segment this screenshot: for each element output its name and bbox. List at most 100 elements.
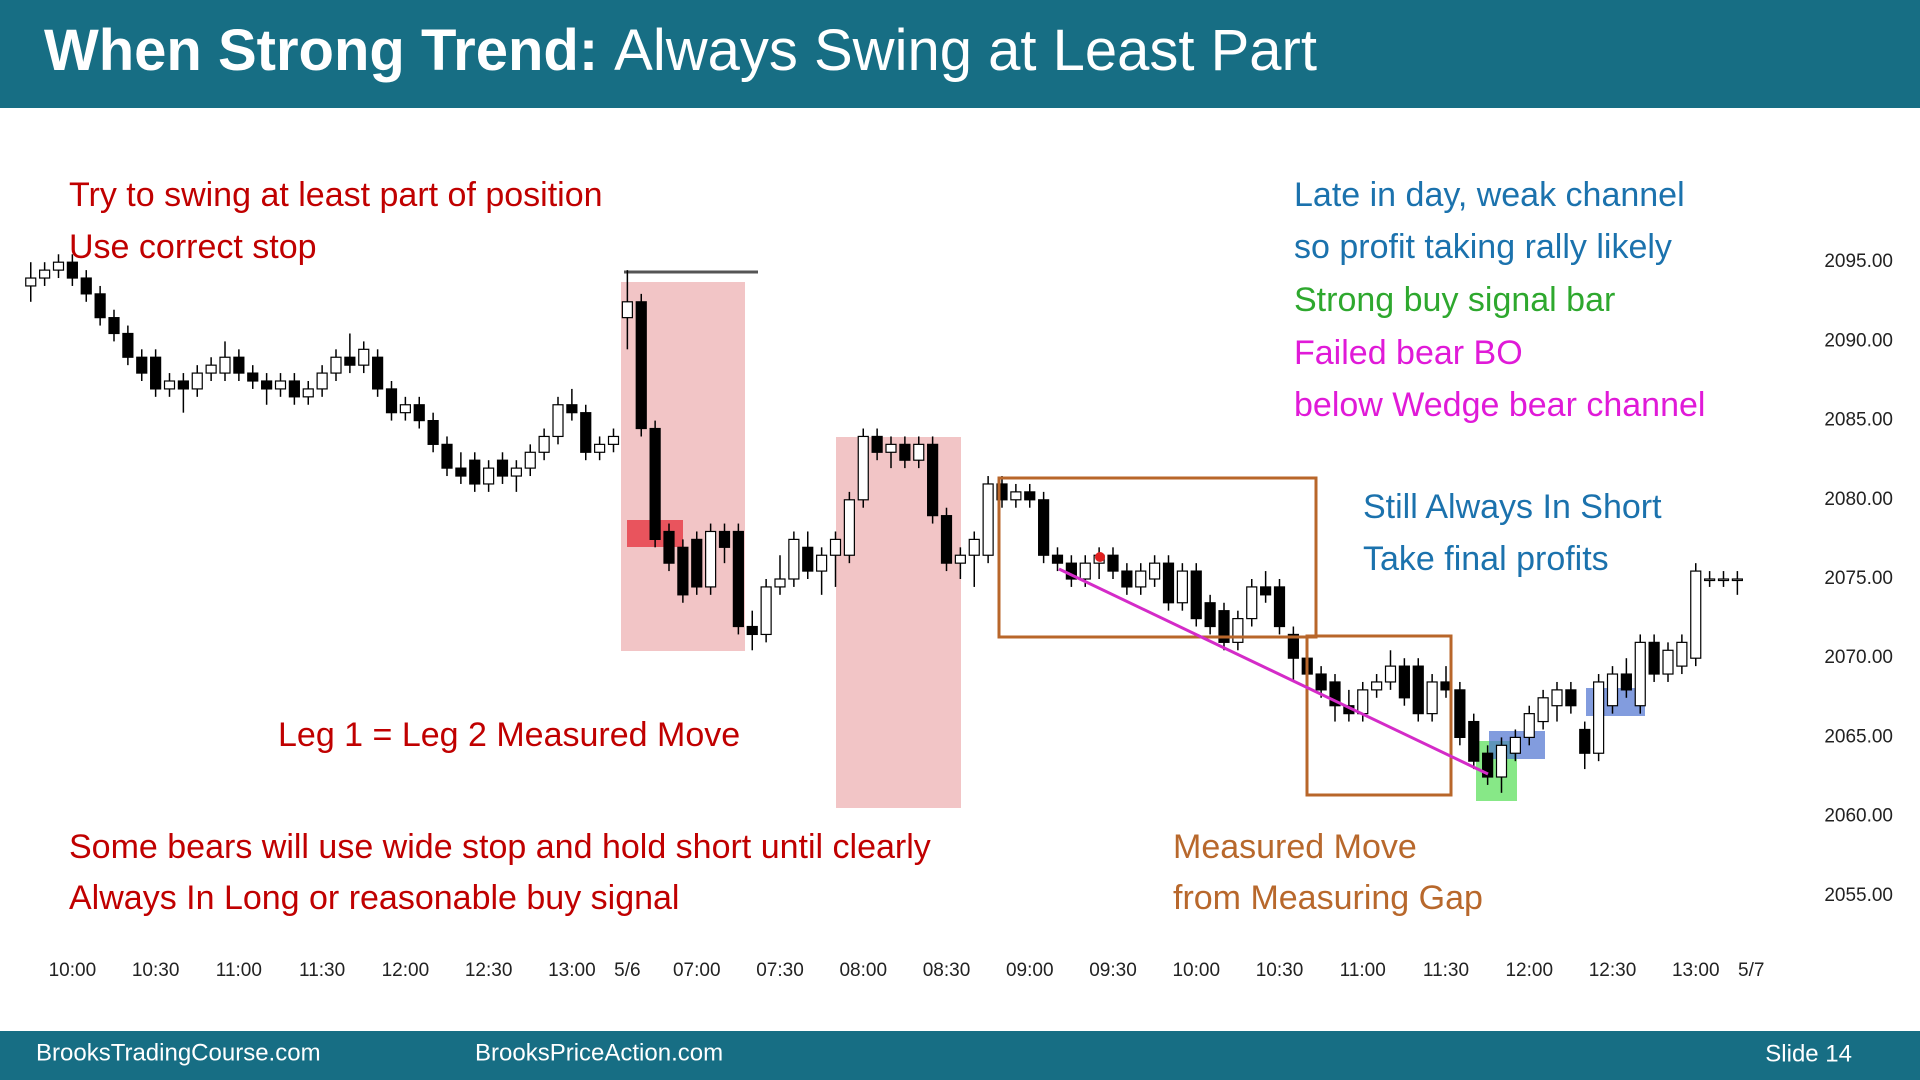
x-tick-label: 12:00 bbox=[382, 960, 430, 981]
candle-body bbox=[1620, 673, 1632, 691]
candle-body bbox=[663, 530, 675, 564]
candle-body bbox=[1246, 586, 1258, 620]
candle-body bbox=[219, 356, 231, 374]
y-tick-label: 2080.00 bbox=[1824, 489, 1893, 510]
candle-body bbox=[649, 427, 661, 540]
annotation: Late in day, weak channel bbox=[1294, 176, 1685, 214]
x-tick-label: 5/7 bbox=[1738, 960, 1764, 981]
candle-body bbox=[1606, 673, 1619, 707]
candle-body bbox=[1357, 689, 1369, 715]
candle-body bbox=[52, 261, 65, 271]
candle-body bbox=[358, 348, 370, 366]
y-tick-label: 2085.00 bbox=[1824, 410, 1893, 431]
candle-body bbox=[1287, 633, 1299, 659]
y-tick-label: 2095.00 bbox=[1824, 251, 1893, 272]
candle-body bbox=[1551, 689, 1563, 707]
candle-body bbox=[1190, 570, 1202, 620]
x-tick-label: 08:00 bbox=[839, 960, 887, 981]
candle-body bbox=[996, 483, 1008, 501]
candle-body bbox=[913, 443, 925, 461]
candle-body bbox=[1593, 681, 1605, 754]
x-tick-label: 07:00 bbox=[673, 960, 721, 981]
candle-body bbox=[746, 625, 758, 636]
candle-body bbox=[1038, 499, 1050, 556]
candle-body bbox=[691, 538, 703, 588]
candle-body bbox=[552, 404, 564, 438]
candle-body bbox=[94, 293, 106, 319]
candle-body bbox=[718, 530, 731, 548]
annotation: so profit taking rally likely bbox=[1294, 228, 1672, 266]
slide-title: When Strong Trend: Always Swing at Least … bbox=[44, 18, 1317, 83]
title-rest: Always Swing at Least Part bbox=[614, 18, 1317, 83]
candle-body bbox=[885, 443, 897, 453]
annotation: Some bears will use wide stop and hold s… bbox=[69, 828, 931, 866]
x-tick-label: 11:00 bbox=[216, 960, 262, 981]
candle-body bbox=[1717, 578, 1730, 582]
candle-body bbox=[1579, 728, 1591, 754]
candle-body bbox=[288, 380, 300, 398]
candle-body bbox=[385, 388, 398, 414]
x-tick-label: 10:00 bbox=[49, 960, 97, 981]
candle-body bbox=[261, 380, 273, 390]
candle-body bbox=[1495, 744, 1508, 778]
x-tick-label: 11:30 bbox=[1423, 960, 1469, 981]
x-tick-label: 09:00 bbox=[1006, 960, 1054, 981]
x-tick-label: 09:30 bbox=[1089, 960, 1137, 981]
header-bar bbox=[0, 0, 1920, 108]
candle-body bbox=[1412, 665, 1424, 715]
candle-body bbox=[1232, 617, 1244, 643]
annotation: Always In Long or reasonable buy signal bbox=[69, 879, 680, 917]
y-tick-label: 2070.00 bbox=[1824, 647, 1893, 668]
annotation: from Measuring Gap bbox=[1173, 879, 1483, 917]
candle-body bbox=[1537, 697, 1549, 723]
candle-body bbox=[1398, 665, 1410, 699]
candle-body bbox=[1371, 681, 1383, 691]
annotation: below Wedge bear channel bbox=[1294, 386, 1705, 424]
x-tick-label: 12:30 bbox=[465, 960, 513, 981]
x-tick-label: 11:30 bbox=[299, 960, 345, 981]
candle-body bbox=[344, 356, 356, 366]
footer-center: BrooksPriceAction.com bbox=[475, 1039, 723, 1066]
slide-number: Slide 14 bbox=[1765, 1040, 1852, 1067]
candle-body bbox=[566, 404, 578, 414]
x-tick-label: 10:30 bbox=[132, 960, 180, 981]
candle-body bbox=[899, 443, 911, 461]
candle-body bbox=[469, 459, 481, 485]
candle-body bbox=[732, 530, 744, 628]
candle-body bbox=[441, 443, 453, 469]
x-tick-label: 13:00 bbox=[548, 960, 596, 981]
marker bbox=[1095, 552, 1105, 562]
candle-body bbox=[150, 356, 162, 390]
x-tick-label: 10:30 bbox=[1256, 960, 1304, 981]
candle-body bbox=[1149, 562, 1161, 580]
candle-body bbox=[982, 483, 994, 556]
candle-body bbox=[1523, 713, 1535, 739]
candle-body bbox=[455, 467, 467, 477]
candle-body bbox=[316, 372, 328, 390]
annotation: Still Always In Short bbox=[1363, 488, 1662, 526]
candle-body bbox=[871, 435, 883, 453]
candle-body bbox=[66, 261, 78, 279]
measured-move-box bbox=[1305, 634, 1453, 797]
x-tick-label: 12:30 bbox=[1589, 960, 1637, 981]
candle-body bbox=[302, 388, 314, 398]
candle-body bbox=[968, 538, 980, 556]
candle-body bbox=[760, 586, 772, 636]
candle-body bbox=[538, 435, 550, 453]
annotation: Strong buy signal bar bbox=[1294, 281, 1615, 319]
candle-body bbox=[1634, 641, 1646, 707]
candle-body bbox=[483, 467, 495, 485]
candle-body bbox=[136, 356, 148, 374]
x-tick-label: 11:00 bbox=[1340, 960, 1386, 981]
candle-body bbox=[1704, 578, 1716, 582]
candle-body bbox=[954, 554, 966, 564]
candle-body bbox=[1676, 641, 1688, 667]
candle-body bbox=[1329, 681, 1341, 707]
candle-body bbox=[1107, 554, 1119, 572]
candle-body bbox=[330, 356, 342, 374]
x-tick-label: 12:00 bbox=[1505, 960, 1553, 981]
candle-body bbox=[857, 435, 869, 501]
candle-body bbox=[247, 372, 259, 382]
annotation: Leg 1 = Leg 2 Measured Move bbox=[278, 716, 740, 754]
